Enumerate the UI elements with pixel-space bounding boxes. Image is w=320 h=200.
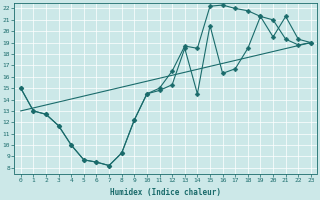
X-axis label: Humidex (Indice chaleur): Humidex (Indice chaleur) <box>110 188 221 197</box>
